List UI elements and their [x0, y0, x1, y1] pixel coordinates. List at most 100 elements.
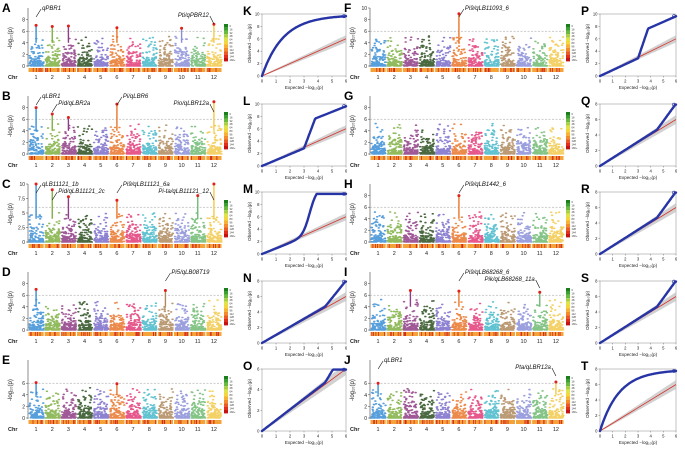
x-tick-label: 1 — [275, 257, 278, 262]
density-hotspot — [190, 420, 192, 424]
snp-cloud-chr11 — [531, 212, 549, 243]
density-hotspot — [114, 244, 116, 248]
density-bar-chr2 — [386, 244, 402, 248]
density-hotspot — [129, 68, 131, 72]
density-legend-swatch — [224, 115, 228, 119]
y-tick-label: 2 — [22, 140, 25, 146]
density-hotspot — [384, 332, 385, 336]
density-hotspot — [67, 420, 69, 424]
chr-tick-label: 9 — [164, 251, 167, 257]
snp-cloud-chr3 — [60, 37, 77, 67]
density-hotspot — [415, 68, 417, 72]
density-legend-label: 112 — [230, 224, 235, 228]
y-tick-label: 6 — [257, 126, 260, 131]
density-legend-label: 32 — [230, 383, 233, 387]
density-legend-label: 0 — [572, 288, 574, 292]
density-hotspot — [457, 332, 459, 336]
qq-panel-R: R Observed −log₁₀(p) Expected −log₁₀(p) 0 1 2… — [581, 182, 678, 268]
density-hotspot — [49, 244, 51, 248]
density-hotspot — [134, 244, 136, 248]
density-hotspot — [445, 244, 446, 248]
density-hotspot — [47, 68, 48, 72]
density-legend-swatch — [566, 41, 570, 45]
annotation-label: Pi9/qLB1442_6 — [465, 182, 507, 188]
density-hotspot — [68, 156, 70, 160]
density-hotspot — [544, 68, 546, 72]
x-tick-label: 4 — [317, 346, 320, 351]
density-legend-swatch — [224, 318, 228, 322]
y-tick-label: 4 — [364, 305, 367, 311]
density-hotspot — [446, 332, 448, 336]
density-legend-swatch — [224, 389, 228, 393]
density-hotspot — [542, 68, 543, 72]
density-hotspot — [491, 420, 492, 424]
density-hotspot — [186, 244, 188, 248]
density-bar-chr12 — [548, 156, 564, 160]
density-legend-label: 80 — [572, 393, 575, 397]
density-bar-chr5 — [93, 332, 109, 336]
density-legend-swatch — [224, 217, 228, 221]
density-legend-swatch — [566, 34, 570, 38]
density-hotspot — [117, 420, 118, 424]
density-legend-swatch — [224, 379, 228, 383]
y-tick-label: 6 — [22, 117, 25, 123]
peak-point-chr2 — [50, 25, 54, 29]
density-hotspot — [38, 244, 40, 248]
density-hotspot — [57, 244, 59, 248]
chr-tick-label: 11 — [537, 75, 543, 81]
y-tick-label: 2 — [595, 148, 598, 153]
panel-label-O: O — [243, 359, 252, 373]
density-hotspot — [178, 420, 180, 424]
y-tick-label: 2 — [595, 325, 598, 330]
y-tick-label: 2 — [595, 413, 598, 418]
density-bar-chr8 — [141, 332, 157, 336]
annotation-arrow — [551, 367, 557, 377]
density-bar-chr5 — [93, 68, 109, 72]
density-hotspot — [406, 68, 408, 72]
chr-tick-label: 1 — [35, 163, 38, 169]
qq-x-axis-label: Expected −log₁₀(p) — [619, 85, 658, 90]
density-hotspot — [489, 332, 491, 336]
density-bar-chr8 — [141, 68, 157, 72]
density-hotspot — [410, 156, 411, 160]
chr-tick-label: 9 — [164, 339, 167, 345]
density-hotspot — [522, 244, 524, 248]
snp-cloud-chr9 — [157, 388, 175, 419]
density-hotspot — [420, 68, 421, 72]
density-hotspot — [376, 68, 378, 72]
density-hotspot — [138, 420, 140, 424]
density-hotspot — [145, 156, 147, 160]
snp-cloud-chr3 — [60, 214, 77, 243]
y-tick-label: 4 — [364, 393, 367, 399]
density-legend-swatch — [566, 203, 570, 207]
annotation-label: Pio/qLBR12a — [174, 101, 210, 107]
density-hotspot — [432, 244, 434, 248]
peak-point-chr3 — [66, 24, 70, 28]
density-legend-label: 64 — [230, 302, 233, 306]
density-legend-label: 128 — [572, 139, 577, 143]
chr-tick-label: 10 — [521, 75, 527, 81]
density-hotspot — [390, 156, 391, 160]
density-legend-label: 0 — [230, 288, 232, 292]
annotation-label: Pik/qLB68268_11a — [484, 277, 535, 283]
snp-cloud-chr4 — [418, 213, 436, 243]
y-tick-label: 10 — [19, 182, 25, 188]
y-tick-label: 5 — [22, 211, 25, 217]
density-hotspot — [474, 420, 476, 424]
y-axis-label: -log₁₀(p) — [350, 379, 356, 401]
density-hotspot — [34, 156, 35, 160]
density-hotspot — [435, 156, 437, 160]
density-hotspot — [424, 244, 426, 248]
qq-observed-points — [260, 15, 348, 78]
chr-tick-label: 7 — [474, 75, 477, 81]
density-legend-swatch — [566, 37, 570, 41]
density-hotspot — [405, 156, 407, 160]
density-hotspot — [65, 420, 67, 424]
density-hotspot — [168, 156, 169, 160]
qq-top-point — [672, 279, 676, 284]
chr-tick-label: 3 — [409, 75, 412, 81]
qq-observed-points — [598, 191, 678, 256]
density-hotspot — [517, 244, 518, 248]
qq-top-point — [672, 102, 676, 107]
density-hotspot — [135, 244, 137, 248]
